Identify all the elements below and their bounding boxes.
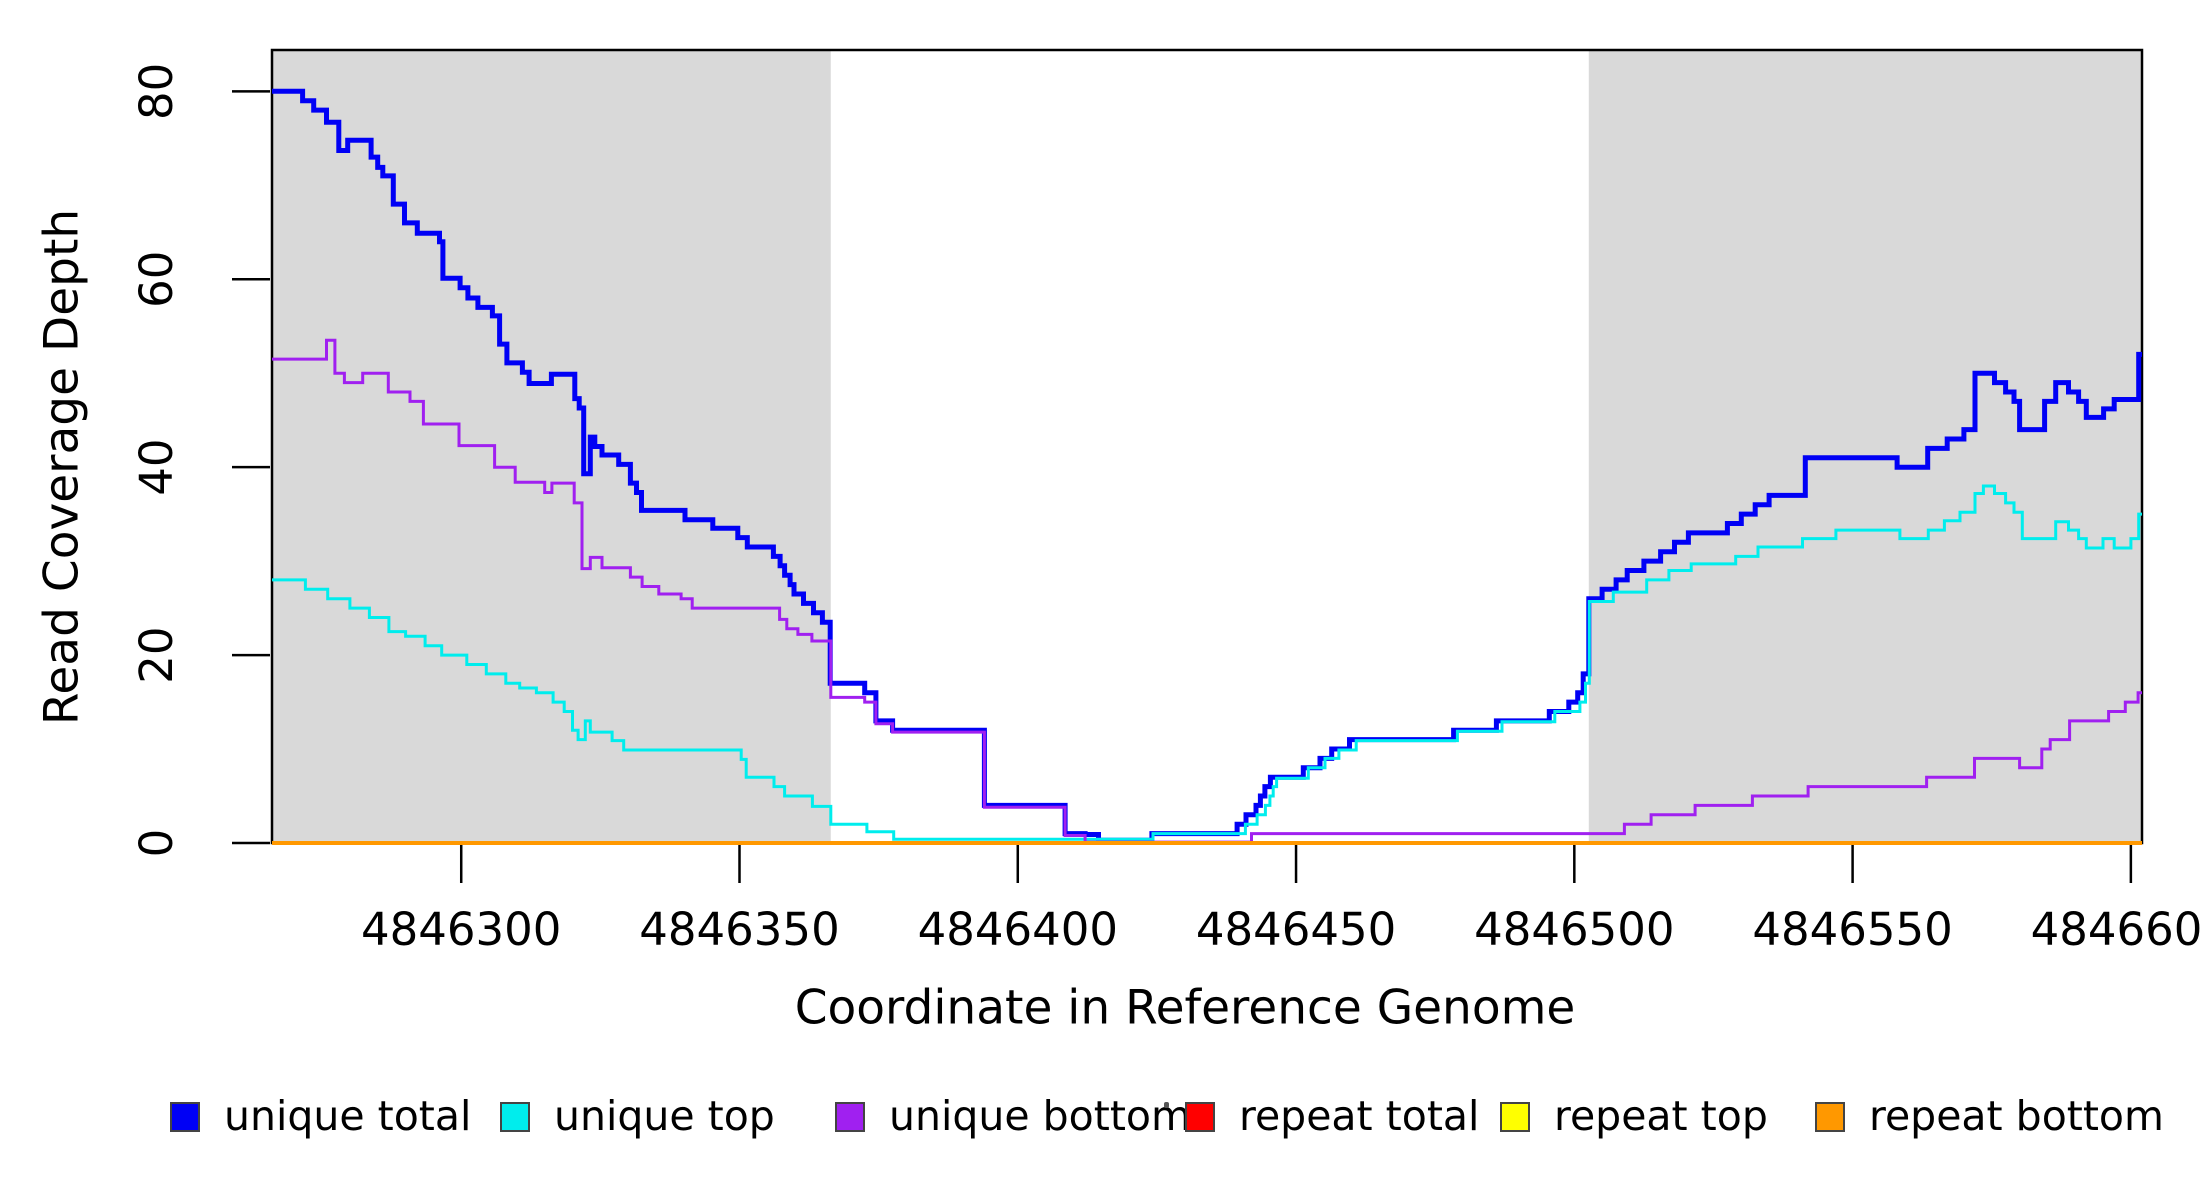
stray-mark bbox=[1164, 1102, 1169, 1108]
series-line-unique-bottom bbox=[272, 338, 2142, 844]
legend-item-repeat-top: repeat top bbox=[1500, 1096, 1768, 1137]
legend-swatch-unique-total bbox=[170, 1101, 200, 1132]
x-tick-label: 4846450 bbox=[1196, 903, 1396, 956]
y-tick-label: 60 bbox=[130, 251, 183, 308]
legend-swatch-unique-bottom bbox=[835, 1101, 865, 1132]
x-tick-label: 4846550 bbox=[1752, 903, 1952, 956]
legend-label: repeat top bbox=[1554, 1092, 1768, 1140]
y-tick-label: 80 bbox=[130, 63, 183, 120]
y-axis-title: Read Coverage Depth bbox=[34, 208, 90, 726]
legend-label: unique top bbox=[554, 1092, 775, 1140]
legend-swatch-repeat-top bbox=[1500, 1101, 1530, 1132]
legend-item-repeat-bottom: repeat bottom bbox=[1815, 1096, 2164, 1137]
x-tick-label: 4846500 bbox=[1474, 903, 1674, 956]
legend: unique total unique top unique bottom repea… bbox=[0, 0, 2200, 1137]
y-tick-label: 40 bbox=[130, 439, 183, 496]
y-tick-label: 0 bbox=[130, 829, 183, 858]
shaded-region-1 bbox=[272, 50, 831, 843]
x-tick-label: 4846300 bbox=[361, 903, 561, 956]
series-line-unique-top bbox=[272, 484, 2142, 841]
legend-item-unique-bottom: unique bottom bbox=[835, 1096, 1191, 1137]
legend-swatch-unique-top bbox=[500, 1101, 530, 1132]
y-tick-label: 20 bbox=[130, 626, 183, 683]
legend-item-unique-total: unique total bbox=[170, 1096, 471, 1137]
legend-item-unique-top: unique top bbox=[500, 1096, 775, 1137]
shaded-region-2 bbox=[1588, 50, 2142, 843]
legend-label: repeat bottom bbox=[1869, 1092, 2164, 1140]
legend-swatch-repeat-bottom bbox=[1815, 1101, 1845, 1132]
legend-item-repeat-total: repeat total bbox=[1185, 1096, 1479, 1137]
x-tick-label: 4846350 bbox=[639, 903, 839, 956]
coverage-plot-svg: 4846300 4846350 4846400 4846450 4846500 48465… bbox=[130, 48, 2200, 956]
legend-swatch-repeat-total bbox=[1185, 1101, 1215, 1132]
legend-label: unique bottom bbox=[889, 1092, 1191, 1140]
legend-label: unique total bbox=[224, 1092, 472, 1140]
x-axis-title: Coordinate in Reference Genome bbox=[794, 980, 1576, 1036]
legend-label: repeat total bbox=[1239, 1092, 1480, 1140]
x-tick-label: 4846400 bbox=[918, 903, 1118, 956]
